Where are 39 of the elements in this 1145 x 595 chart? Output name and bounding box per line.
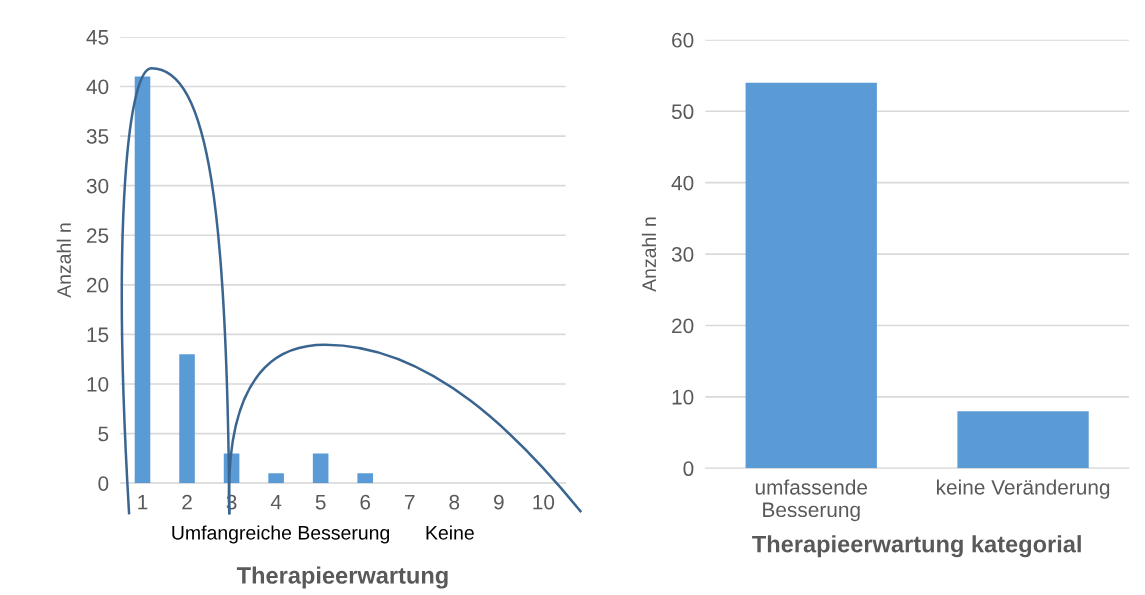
y-tick-label: 5 xyxy=(98,426,109,442)
x-tick-label: 1 xyxy=(138,495,148,510)
y-tick-label: 10 xyxy=(672,389,694,405)
y-axis-title: Anzahl n xyxy=(641,217,657,292)
x-tick-label: 5 xyxy=(315,495,326,510)
bar xyxy=(179,354,195,484)
y-tick-label: 25 xyxy=(86,228,109,243)
y-tick-label: 35 xyxy=(86,129,109,144)
y-tick-label: 10 xyxy=(87,376,109,392)
x-tick-label: 8 xyxy=(449,494,460,510)
text: Keine xyxy=(426,525,474,540)
y-tick-label: 20 xyxy=(672,318,694,334)
x-tick-label: 4 xyxy=(270,495,282,510)
y-tick-label: 30 xyxy=(671,247,694,262)
x-tick-label: 10 xyxy=(533,494,555,510)
x-tick-label: 9 xyxy=(494,494,504,510)
y-tick-label: 20 xyxy=(86,277,109,293)
bar xyxy=(268,473,284,484)
x-axis-title: Therapieerwartung kategorial xyxy=(752,535,1081,558)
x-axis-title: Therapieerwartung xyxy=(236,566,448,589)
y-tick-label: 0 xyxy=(98,476,109,491)
bar xyxy=(312,453,329,484)
y-tick-label: 0 xyxy=(683,461,694,477)
y-tick-label: 15 xyxy=(87,327,109,343)
bar xyxy=(134,76,151,484)
x-tick-label: umfassende Besserung xyxy=(755,479,868,522)
y-tick-label: 30 xyxy=(86,178,109,194)
bar xyxy=(357,473,373,484)
y-tick-label: 40 xyxy=(671,175,694,191)
x-tick-label: 7 xyxy=(405,495,415,510)
y-tick-label: 50 xyxy=(671,104,694,120)
y-tick-label: 45 xyxy=(86,30,109,45)
y-axis-title: Anzahl n xyxy=(56,223,71,298)
x-tick-label: 6 xyxy=(360,494,371,510)
y-tick-label: 40 xyxy=(86,79,109,95)
text: Umfangreiche Besserung xyxy=(172,525,390,544)
x-tick-label: keine Veränderung xyxy=(937,479,1110,499)
x-tick-label: 2 xyxy=(182,494,192,510)
y-tick-label: 60 xyxy=(672,32,694,48)
